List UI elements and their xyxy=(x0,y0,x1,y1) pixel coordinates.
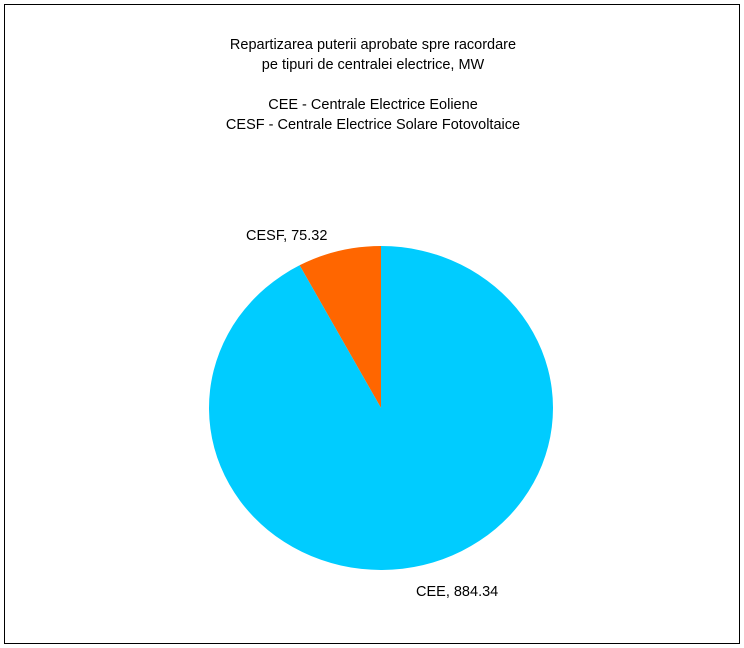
data-label-cesf: CESF, 75.32 xyxy=(246,228,327,244)
title-line-2: pe tipuri de centralei electrice, MW xyxy=(261,57,485,73)
note-line-1: CEE - Centrale Electrice Eoliene xyxy=(268,97,478,113)
chart-title: Repartizarea puterii aprobate spre racor… xyxy=(5,35,741,135)
data-label-cee: CEE, 884.34 xyxy=(416,584,498,600)
pie-slice-cee xyxy=(208,246,553,570)
pie-slice-cesf xyxy=(299,246,381,408)
title-line-1: Repartizarea puterii aprobate spre racor… xyxy=(229,37,517,53)
note-line-2: CESF - Centrale Electrice Solare Fotovol… xyxy=(225,117,521,133)
